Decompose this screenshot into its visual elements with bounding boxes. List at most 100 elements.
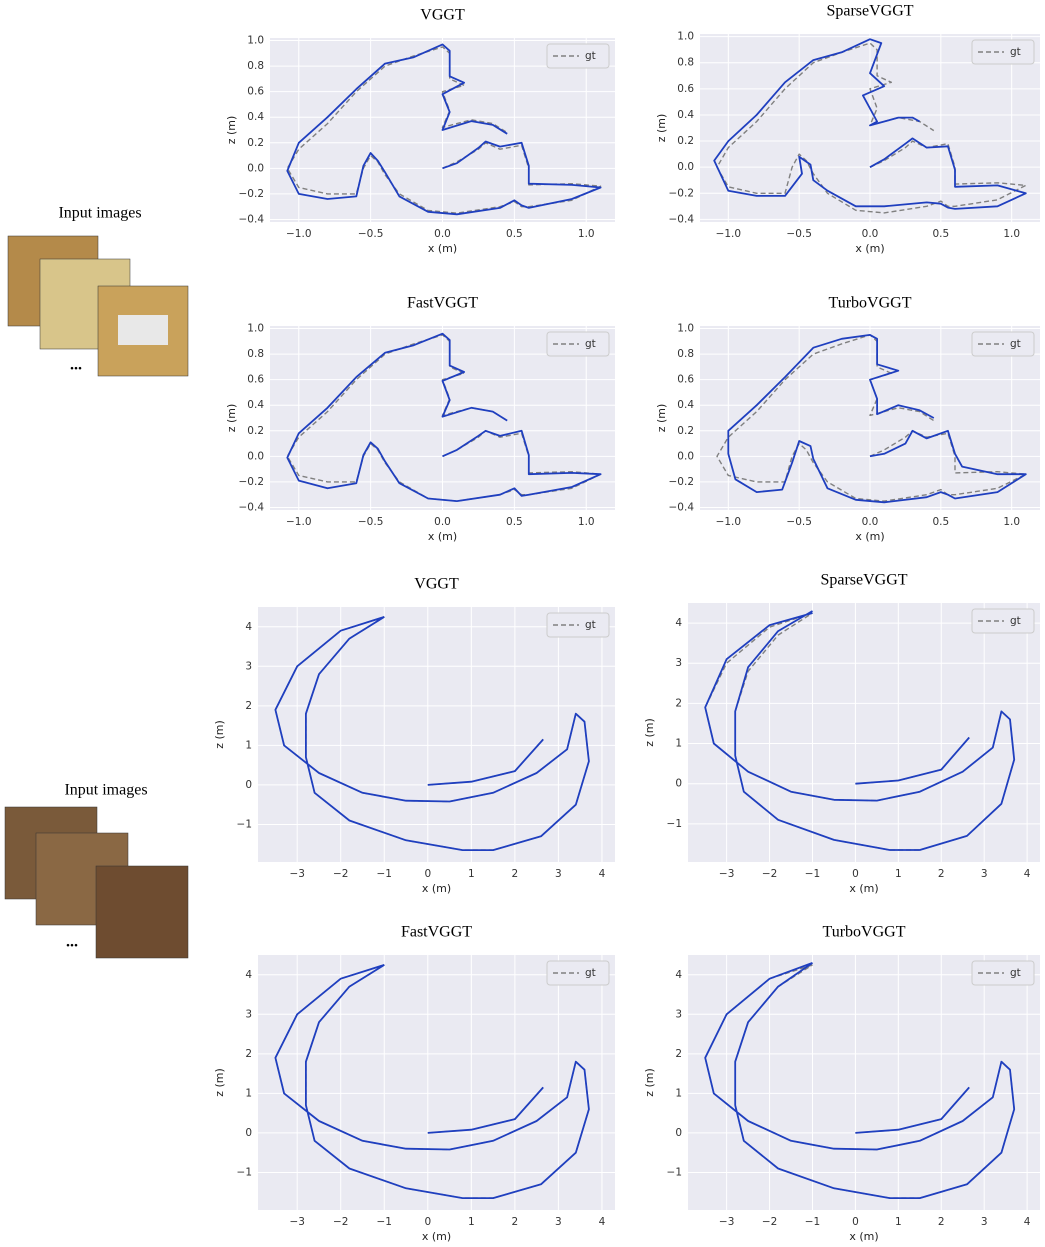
chart-panel: FastVGGT −1.0 −0.5 0.0 0.5 1.0 −0.4 −0.2 0.0 0.2 0… (225, 295, 615, 543)
x-tick-label: 0 (852, 1216, 859, 1228)
y-tick-label: −0.2 (669, 187, 695, 199)
x-tick-label: 3 (555, 1216, 562, 1228)
x-tick-label: −3 (289, 1216, 304, 1228)
x-tick-label: −3 (289, 868, 304, 880)
x-tick-label: −2 (333, 868, 348, 880)
y-tick-label: 0.6 (677, 83, 694, 95)
x-tick-label: 0.0 (862, 516, 879, 528)
x-tick-label: 4 (599, 1216, 606, 1228)
x-tick-label: −3 (719, 1216, 734, 1228)
y-tick-label: −0.2 (239, 188, 265, 200)
y-axis-label: z (m) (213, 1068, 226, 1097)
x-tick-label: 1.0 (578, 228, 595, 240)
chart-title: VGGT (420, 7, 465, 24)
chart-panel: TurboVGGT −1.0 −0.5 0.0 0.5 1.0 −0.4 −0.2 0.0 0.2… (655, 295, 1040, 543)
y-tick-label: 1 (245, 739, 252, 751)
y-tick-label: 0 (245, 1127, 252, 1139)
y-tick-label: −1 (237, 818, 252, 830)
y-tick-label: 4 (675, 969, 682, 981)
x-tick-label: −1 (805, 868, 820, 880)
chart-panel: TurboVGGT −3 −2 −1 0 1 2 3 4 −1 0 1 2 3 4 x (m) z (m) gt (643, 924, 1040, 1243)
y-axis-label: z (m) (643, 718, 656, 747)
predicted-trajectory (274, 616, 590, 851)
y-tick-label: 0 (675, 1127, 682, 1139)
legend-label: gt (585, 338, 596, 350)
x-tick-label: −1.0 (716, 228, 742, 240)
x-tick-label: −1 (805, 1216, 820, 1228)
plot-area (258, 955, 615, 1210)
x-tick-label: −0.5 (786, 516, 812, 528)
x-tick-label: 1 (895, 1216, 902, 1228)
y-tick-label: 0.4 (677, 109, 694, 121)
y-tick-label: 0 (245, 779, 252, 791)
y-tick-label: −0.2 (669, 476, 695, 488)
y-tick-label: −0.4 (669, 501, 695, 513)
y-tick-label: 1 (675, 1087, 682, 1099)
ellipsis: ... (66, 934, 78, 951)
y-tick-label: 3 (675, 1008, 682, 1020)
y-tick-label: 0.6 (247, 86, 264, 98)
plot-area (688, 603, 1040, 862)
y-tick-label: 1 (675, 738, 682, 750)
y-tick-label: 0.4 (247, 399, 264, 411)
x-tick-label: −2 (333, 1216, 348, 1228)
chart-panel: VGGT −1.0 −0.5 0.0 0.5 1.0 −0.4 −0.2 0.0 0.2 0.4 0.… (225, 7, 615, 255)
x-tick-label: −1.0 (286, 516, 312, 528)
y-tick-label: −0.2 (239, 476, 265, 488)
x-tick-label: 0.5 (932, 228, 949, 240)
chart-title: SparseVGGT (826, 3, 913, 20)
x-tick-label: 2 (938, 868, 945, 880)
x-tick-label: −2 (762, 868, 777, 880)
legend-label: gt (585, 967, 596, 979)
y-tick-label: −1 (667, 1166, 682, 1178)
y-tick-label: 1.0 (247, 35, 264, 47)
chart-panel: VGGT −3 −2 −1 0 1 2 3 4 −1 0 1 2 3 4 x (m) z (m) gt (213, 576, 615, 895)
chart-title: FastVGGT (407, 295, 478, 312)
y-tick-label: 0.0 (677, 161, 694, 173)
y-tick-label: 0.8 (677, 348, 694, 360)
plot-area (688, 955, 1040, 1210)
predicted-trajectory (704, 962, 1016, 1199)
y-tick-label: 2 (245, 1048, 252, 1060)
y-tick-label: −1 (237, 1166, 252, 1178)
y-tick-label: 1.0 (247, 323, 264, 335)
y-tick-label: 0.2 (677, 425, 694, 437)
x-tick-label: 0.0 (862, 228, 879, 240)
x-tick-label: 3 (981, 1216, 988, 1228)
predicted-trajectory (274, 964, 590, 1199)
x-tick-label: 4 (599, 868, 606, 880)
legend-label: gt (1010, 967, 1021, 979)
x-tick-label: −3 (719, 868, 734, 880)
x-tick-label: −1 (377, 868, 392, 880)
x-tick-label: 0.0 (434, 516, 451, 528)
y-tick-label: 0.8 (677, 57, 694, 69)
y-axis-label: z (m) (643, 1068, 656, 1097)
legend-label: gt (1010, 615, 1021, 627)
chart-panel: SparseVGGT −1.0 −0.5 0.0 0.5 1.0 −0.4 −0.2 0.0 0.… (655, 3, 1040, 255)
x-tick-label: 3 (555, 868, 562, 880)
y-tick-label: 2 (245, 700, 252, 712)
y-axis-label: z (m) (213, 720, 226, 749)
y-tick-label: 0.8 (247, 60, 264, 72)
x-tick-label: 4 (1024, 1216, 1031, 1228)
x-tick-label: −0.5 (358, 516, 384, 528)
y-tick-label: 0.2 (247, 137, 264, 149)
ellipsis: ... (70, 357, 82, 374)
chart-title: TurboVGGT (829, 295, 912, 312)
x-tick-label: 0.5 (506, 516, 523, 528)
y-tick-label: 0.6 (677, 374, 694, 386)
y-tick-label: 1.0 (677, 323, 694, 335)
x-tick-label: 3 (981, 868, 988, 880)
x-axis-label: x (m) (422, 1230, 451, 1243)
x-tick-label: −2 (762, 1216, 777, 1228)
y-tick-label: 4 (675, 617, 682, 629)
input-label: Input images (64, 782, 147, 799)
y-tick-label: 0.2 (677, 135, 694, 147)
x-tick-label: 0.0 (434, 228, 451, 240)
x-tick-label: 0.5 (506, 228, 523, 240)
y-tick-label: −1 (667, 818, 682, 830)
predicted-trajectory (727, 334, 1027, 504)
x-tick-label: −1.0 (716, 516, 742, 528)
y-tick-label: 0.0 (247, 450, 264, 462)
